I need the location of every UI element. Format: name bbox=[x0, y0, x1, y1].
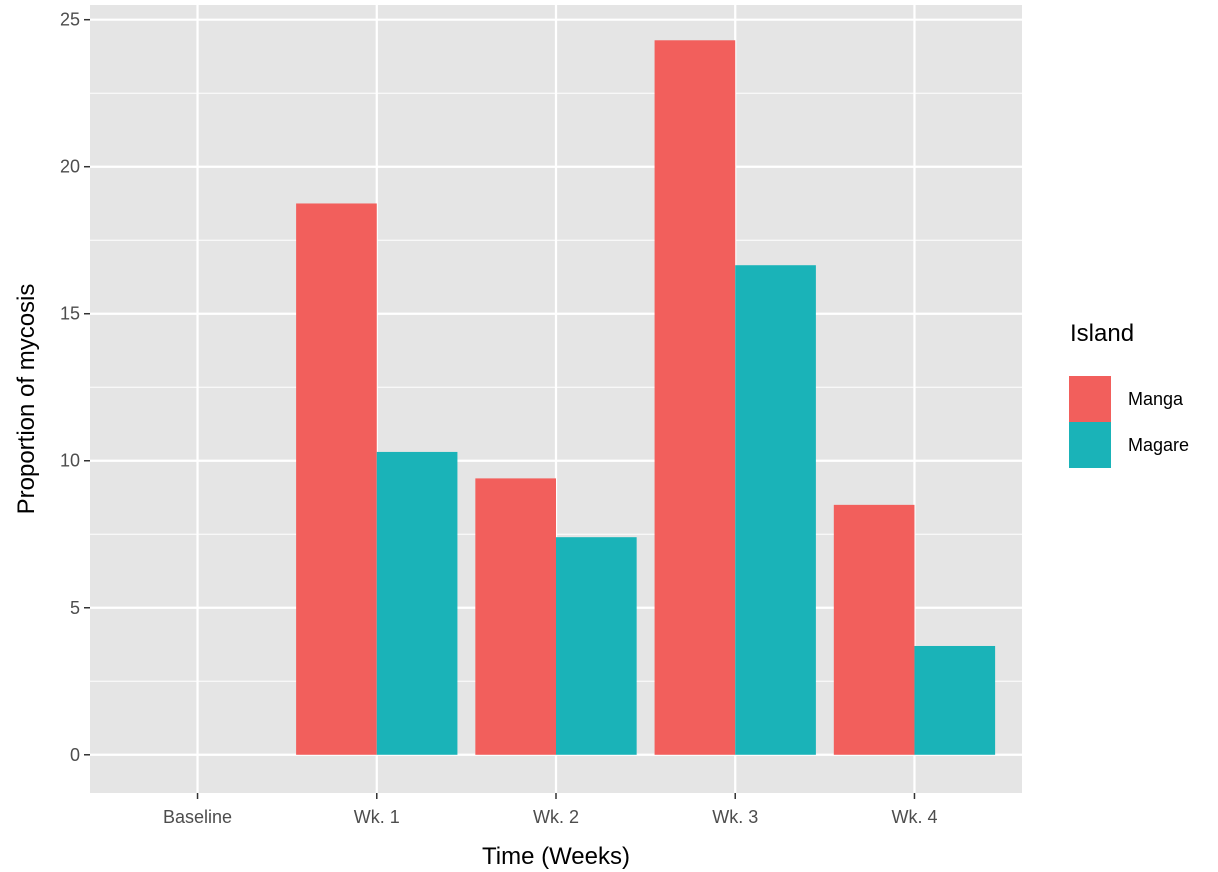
legend-swatch-manga bbox=[1069, 376, 1111, 422]
y-tick-label: 10 bbox=[60, 451, 80, 471]
bar-magare-3 bbox=[735, 265, 816, 755]
legend-label-manga: Manga bbox=[1128, 389, 1184, 409]
x-tick-label: Wk. 1 bbox=[354, 807, 400, 827]
legend: Island Manga Magare bbox=[1069, 320, 1189, 468]
bar-magare-4 bbox=[914, 645, 996, 755]
x-tick-label: Baseline bbox=[163, 807, 232, 827]
bar-manga-2 bbox=[475, 478, 556, 755]
legend-label-magare: Magare bbox=[1128, 435, 1189, 455]
bar-manga-3 bbox=[654, 40, 736, 755]
x-tick-label: Wk. 2 bbox=[533, 807, 579, 827]
y-tick-label: 25 bbox=[60, 10, 80, 30]
x-axis: Baseline Wk. 1 Wk. 2 Wk. 3 Wk. 4 bbox=[163, 793, 937, 827]
x-tick-label: Wk. 4 bbox=[891, 807, 937, 827]
y-tick-label: 0 bbox=[70, 745, 80, 765]
bar-magare-2 bbox=[556, 537, 637, 755]
x-tick-label: Wk. 3 bbox=[712, 807, 758, 827]
y-axis: 0 5 10 15 20 25 bbox=[60, 10, 90, 765]
bar-manga-1 bbox=[296, 203, 377, 755]
y-axis-title: Proportion of mycosis bbox=[13, 284, 40, 515]
y-tick-label: 20 bbox=[60, 157, 80, 177]
bars bbox=[296, 40, 996, 755]
y-tick-label: 5 bbox=[70, 598, 80, 618]
legend-title: Island bbox=[1070, 320, 1134, 347]
bar-magare-1 bbox=[376, 451, 458, 755]
bar-manga-4 bbox=[833, 504, 915, 755]
y-tick-label: 15 bbox=[60, 304, 80, 324]
x-axis-title: Time (Weeks) bbox=[482, 843, 630, 870]
legend-swatch-magare bbox=[1069, 422, 1111, 468]
